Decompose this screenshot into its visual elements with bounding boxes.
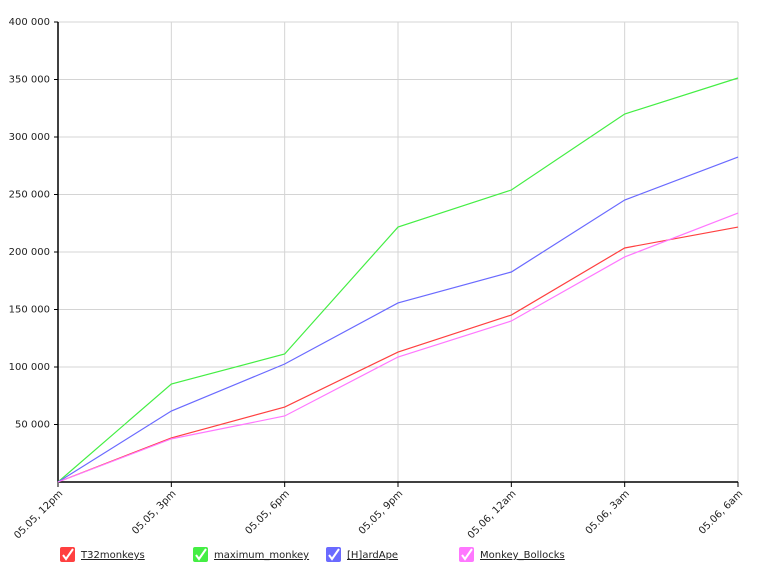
x-tick-label: 05.06, 3am xyxy=(584,488,632,536)
y-tick-label: 150 000 xyxy=(9,305,50,316)
legend-label[interactable]: T32monkeys xyxy=(80,550,145,561)
series-line xyxy=(57,156,739,483)
legend-item[interactable]: [H]ardApe xyxy=(326,547,398,562)
legend-label[interactable]: [H]ardApe xyxy=(347,550,398,561)
y-tick-label: 300 000 xyxy=(9,132,50,143)
y-tick-label: 200 000 xyxy=(9,247,50,258)
series-line xyxy=(57,226,739,483)
y-tick-label: 250 000 xyxy=(9,190,50,201)
legend-item[interactable]: Monkey_Bollocks xyxy=(459,547,565,562)
x-tick-label: 05.05, 12pm xyxy=(12,488,65,541)
legend-item[interactable]: maximum_monkey xyxy=(193,547,309,562)
legend: T32monkeys maximum_monkey [H]ardApe Monkey_… xyxy=(60,547,565,562)
legend-label[interactable]: Monkey_Bollocks xyxy=(480,550,565,561)
legend-check xyxy=(461,548,473,561)
legend-check xyxy=(328,548,340,561)
legend-check xyxy=(62,548,74,561)
y-tick-label: 350 000 xyxy=(9,75,50,86)
legend-label[interactable]: maximum_monkey xyxy=(214,550,309,561)
legend-item[interactable]: T32monkeys xyxy=(60,547,145,562)
series-line xyxy=(57,212,739,483)
x-tick-label: 05.05, 3pm xyxy=(130,488,178,536)
x-tick-label: 05.06, 12am xyxy=(466,488,519,541)
x-tick-label: 05.05, 9pm xyxy=(357,488,405,536)
x-tick-label: 05.05, 6pm xyxy=(244,488,292,536)
y-tick-label: 50 000 xyxy=(15,420,50,431)
x-tick-label: 05.06, 6am xyxy=(697,488,745,536)
y-tick-label: 100 000 xyxy=(9,362,50,373)
legend-check xyxy=(195,548,207,561)
y-tick-label: 400 000 xyxy=(9,17,50,28)
series-line xyxy=(57,77,739,483)
